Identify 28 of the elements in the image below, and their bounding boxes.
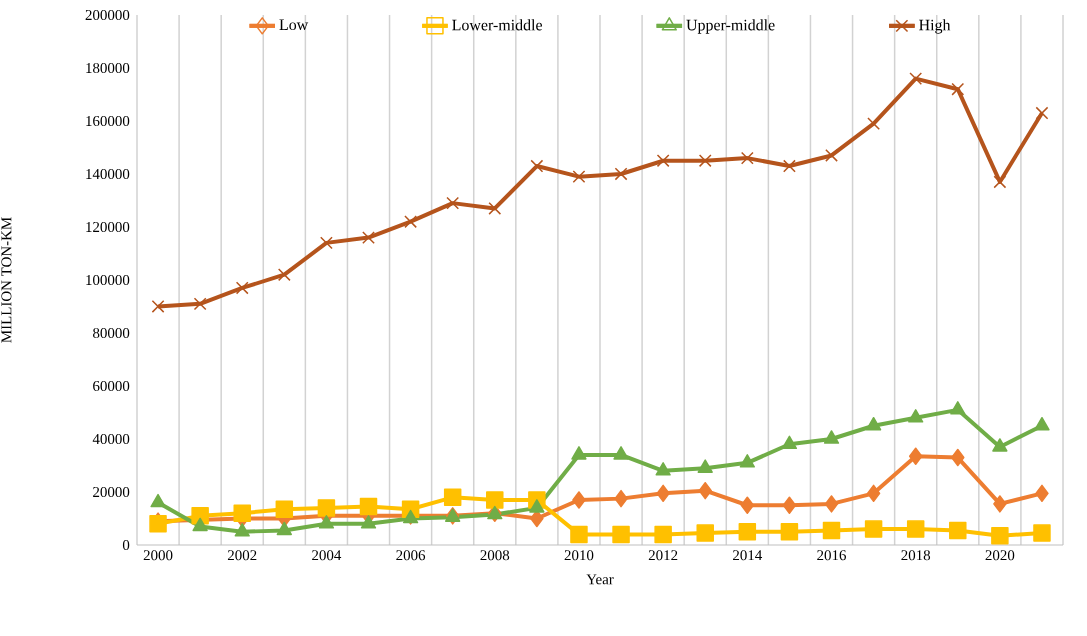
y-tick-label: 20000 bbox=[93, 486, 130, 498]
x-tick-label: 2006 bbox=[396, 550, 426, 561]
y-tick-label: 60000 bbox=[93, 380, 130, 392]
y-tick-label: 0 bbox=[122, 539, 130, 551]
legend-label: Low bbox=[279, 19, 309, 31]
x-tick-label: 2002 bbox=[227, 550, 257, 561]
x-tick-label: 2014 bbox=[733, 550, 763, 561]
y-tick-label: 120000 bbox=[86, 221, 130, 233]
x-tick-label: 2008 bbox=[480, 550, 510, 561]
y-tick-label: 80000 bbox=[93, 327, 130, 339]
x-tick-label: 2004 bbox=[312, 550, 342, 561]
legend-label: High bbox=[919, 19, 951, 34]
x-tick-label: 2020 bbox=[985, 550, 1015, 561]
legend-label: Upper-middle bbox=[686, 19, 775, 34]
x-tick-label: 2016 bbox=[817, 550, 847, 561]
y-axis-title: MILLION TON-KM bbox=[1, 217, 12, 343]
x-tick-label: 2000 bbox=[143, 550, 173, 561]
y-tick-label: 140000 bbox=[86, 168, 130, 180]
x-tick-label: 2012 bbox=[648, 550, 678, 561]
y-tick-label: 180000 bbox=[86, 62, 130, 74]
x-tick-label: 2010 bbox=[564, 550, 594, 561]
x-axis-title: Year bbox=[586, 574, 614, 585]
y-tick-label: 160000 bbox=[86, 115, 130, 127]
x-tick-label: 2018 bbox=[901, 550, 931, 561]
y-tick-label: 100000 bbox=[86, 274, 130, 286]
y-tick-label: 40000 bbox=[92, 433, 130, 445]
y-tick-label: 200000 bbox=[85, 9, 130, 21]
legend-label: Lower-middle bbox=[452, 19, 543, 31]
